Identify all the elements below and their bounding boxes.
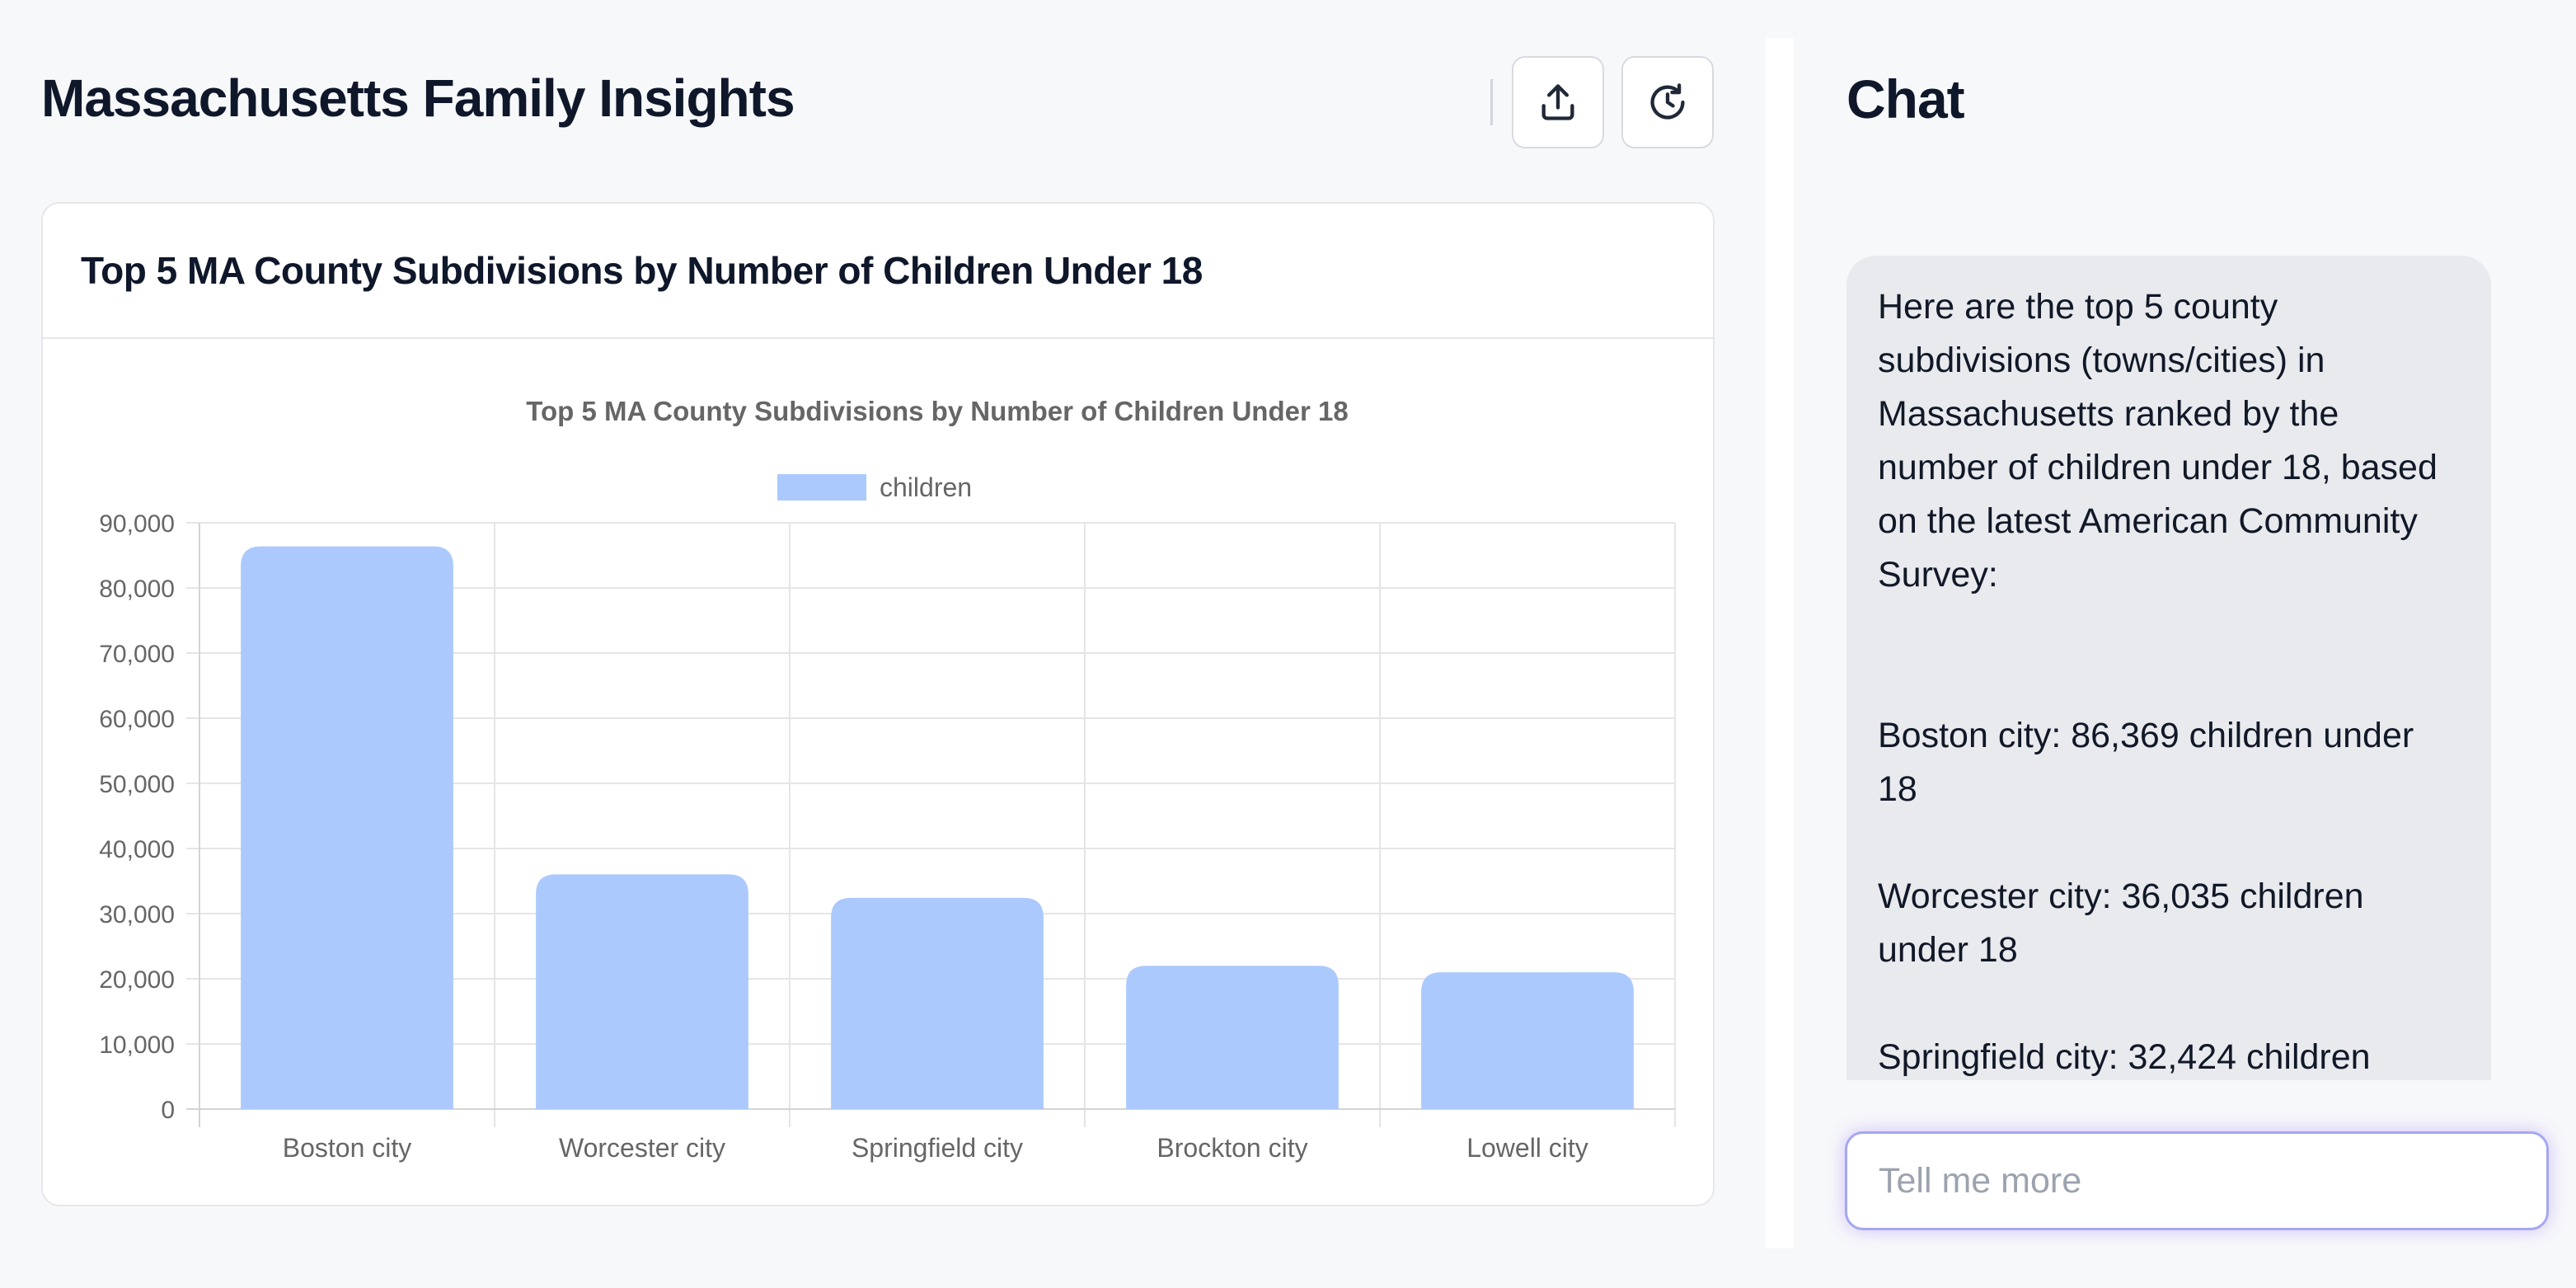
chat-message-text: Boston city: 86,369 children under 18 (1878, 716, 2414, 809)
panel-divider (1766, 38, 1794, 1248)
y-tick-label: 40,000 (99, 836, 175, 863)
chat-input[interactable] (1845, 1131, 2549, 1230)
chart-title: Top 5 MA County Subdivisions by Number o… (526, 396, 1348, 426)
bar (1421, 972, 1634, 1109)
y-tick-label: 90,000 (99, 510, 175, 538)
chat-message-bubble: Here are the top 5 county subdivisions (… (1846, 256, 2491, 1080)
y-tick-label: 60,000 (99, 706, 175, 733)
x-tick-label: Lowell city (1466, 1133, 1588, 1163)
x-tick-label: Boston city (283, 1133, 412, 1163)
history-button[interactable] (1621, 56, 1714, 148)
legend-swatch (777, 474, 866, 501)
y-tick-label: 0 (161, 1097, 175, 1124)
header-divider (1490, 79, 1493, 125)
upload-icon (1541, 84, 1574, 120)
chart-card-title: Top 5 MA County Subdivisions by Number o… (81, 249, 1203, 292)
x-tick-label: Brockton city (1157, 1133, 1307, 1163)
x-tick-label: Springfield city (852, 1133, 1023, 1163)
chat-message-text: Here are the top 5 county subdivisions (… (1878, 287, 2438, 595)
x-tick-label: Worcester city (559, 1133, 725, 1163)
y-tick-label: 50,000 (99, 771, 175, 798)
y-tick-label: 30,000 (99, 901, 175, 928)
y-tick-label: 10,000 (99, 1032, 175, 1059)
chat-message-text: Springfield city: 32,424 children (1878, 1037, 2371, 1077)
bar (241, 546, 453, 1109)
bar (1126, 966, 1339, 1109)
chart-card: Top 5 MA County Subdivisions by Number o… (41, 202, 1715, 1206)
bar (536, 874, 748, 1109)
bar-chart: Top 5 MA County Subdivisions by Number o… (99, 396, 1676, 1163)
chart-card-header: Top 5 MA County Subdivisions by Number o… (43, 204, 1713, 339)
y-tick-label: 80,000 (99, 576, 175, 603)
page-title: Massachusetts Family Insights (41, 68, 795, 128)
chat-title: Chat (1846, 68, 1965, 129)
y-tick-label: 20,000 (99, 966, 175, 994)
legend-label: children (880, 472, 972, 502)
share-button[interactable] (1512, 56, 1604, 148)
bar (831, 897, 1044, 1109)
y-tick-label: 70,000 (99, 641, 175, 668)
history-icon (1650, 83, 1685, 120)
chat-message-text: Worcester city: 36,035 children under 18 (1878, 877, 2364, 970)
